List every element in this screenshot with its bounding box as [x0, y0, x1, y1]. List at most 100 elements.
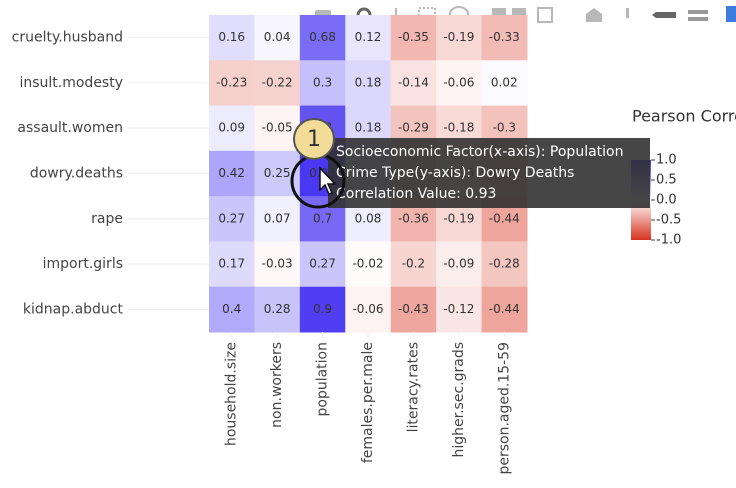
heat-cell: [481, 286, 528, 333]
heat-cell: [436, 15, 483, 61]
reset-icon[interactable]: [586, 8, 602, 22]
cell-label: 0.27: [218, 211, 245, 225]
heat-cell: [254, 60, 301, 107]
cell-label: -0.02: [352, 257, 383, 271]
tooltip-line: Socioeconomic Factor(x-axis): Population: [336, 144, 623, 160]
hover-compare-icon[interactable]: [688, 10, 708, 21]
cell-label: -0.06: [352, 302, 383, 316]
heat-cell: [254, 15, 301, 61]
cell-label: 0.16: [218, 30, 245, 44]
y-tick-label: dowry.deaths: [30, 166, 123, 182]
heat-cell: [390, 241, 437, 288]
cell-label: 0.04: [264, 30, 291, 44]
y-tick-label: kidnap.abduct: [23, 301, 124, 317]
heat-cell: [209, 241, 255, 288]
cell-label: -0.28: [489, 257, 520, 271]
cell-label: -0.36: [398, 211, 429, 225]
x-tick-label: non.workers: [269, 342, 285, 428]
heat-cell: [390, 286, 437, 333]
cell-label: -0.29: [398, 121, 429, 135]
cell-label: 0.07: [264, 211, 291, 225]
hover-closest-icon[interactable]: [652, 12, 676, 18]
y-tick-label: assault.women: [17, 120, 123, 136]
heat-cell: [254, 105, 301, 152]
heat-cell: [436, 286, 483, 333]
plotly-logo[interactable]: [726, 6, 736, 22]
cell-label: 0.3: [313, 75, 332, 89]
x-tick-label: higher.sec.grads: [451, 342, 467, 458]
heat-cell: [254, 241, 301, 288]
cell-label: -0.44: [489, 302, 520, 316]
colorbar-tick-label: 1.0: [656, 153, 677, 168]
heat-cell: [345, 286, 392, 333]
heat-cell: [299, 286, 346, 333]
y-tick-label: cruelty.husband: [12, 30, 123, 46]
cell-label: -0.03: [262, 257, 293, 271]
heat-cell: [481, 241, 528, 288]
cell-label: -0.43: [398, 302, 429, 316]
cell-label: 0.18: [355, 75, 382, 89]
heat-cell: [436, 241, 483, 288]
tooltip: Socioeconomic Factor(x-axis): Population…: [322, 138, 650, 208]
x-tick-label: population: [315, 342, 331, 417]
heat-cell: [209, 286, 255, 333]
heatmap: cruelty.husband 0.16 0.04 0.68 0.12 -0.35 -0.1…: [12, 15, 528, 475]
colorbar-tick-label: -1.0: [656, 233, 681, 248]
heat-cell: [436, 60, 483, 107]
cell-label: -0.44: [489, 211, 520, 225]
cell-label: 0.42: [218, 166, 245, 180]
cell-label: 0.12: [355, 30, 382, 44]
heat-cell: [299, 60, 346, 107]
heat-cell: [345, 60, 392, 107]
heat-cell: [345, 241, 392, 288]
cell-label: 0.17: [218, 257, 245, 271]
heat-cell: [209, 196, 255, 242]
cell-label: -0.19: [443, 30, 474, 44]
heat-cell: [209, 105, 255, 152]
cell-label: -0.12: [443, 302, 474, 316]
cell-label: -0.23: [216, 75, 247, 89]
cell-label: -0.33: [489, 30, 520, 44]
heat-cell: [254, 196, 301, 242]
heat-cell: [254, 286, 301, 333]
cell-label: 0.25: [264, 166, 291, 180]
x-tick-label: household.size: [224, 342, 240, 446]
colorbar-tick-label: 0.5: [656, 173, 677, 188]
heat-cell: [481, 60, 528, 107]
y-tick-label: insult.modesty: [19, 75, 123, 91]
heat-cell: [390, 15, 437, 61]
cell-label: -0.18: [443, 121, 474, 135]
cell-label: -0.22: [262, 75, 293, 89]
y-tick-label: rape: [91, 211, 123, 227]
tooltip-line: Correlation Value: 0.93: [336, 186, 496, 202]
heat-cell: [209, 15, 255, 61]
step-marker-label: 1: [307, 127, 321, 152]
heat-cell: [299, 241, 346, 288]
x-tick-label: females.per.male: [360, 342, 376, 463]
cell-label: 0.28: [264, 302, 291, 316]
cell-label: -0.3: [493, 121, 516, 135]
heat-cell: [481, 15, 528, 61]
cell-label: -0.09: [443, 257, 474, 271]
heat-cell: [390, 60, 437, 107]
autoscale-icon[interactable]: [537, 7, 553, 23]
cell-label: 0.68: [309, 30, 336, 44]
step-marker: [293, 118, 335, 160]
cell-label: -0.35: [398, 30, 429, 44]
heat-cell: [299, 15, 346, 61]
cell-label: 0.9: [313, 302, 332, 316]
heat-cell: [209, 150, 255, 197]
cursor: [319, 166, 337, 195]
y-tick-label: import.girls: [43, 256, 123, 272]
spike-icon[interactable]: [626, 8, 629, 18]
x-tick-label: person.aged.15-59: [496, 342, 512, 475]
cell-label: 0.18: [355, 121, 382, 135]
tooltip-box: [328, 138, 650, 208]
cell-label: -0.2: [402, 257, 425, 271]
cell-label: -0.05: [262, 121, 293, 135]
cell-label: 0.7: [313, 211, 332, 225]
cell-label: 0.27: [309, 257, 336, 271]
tooltip-line: Crime Type(y-axis): Dowry Deaths: [336, 165, 574, 181]
cell-label: 0.02: [491, 75, 518, 89]
